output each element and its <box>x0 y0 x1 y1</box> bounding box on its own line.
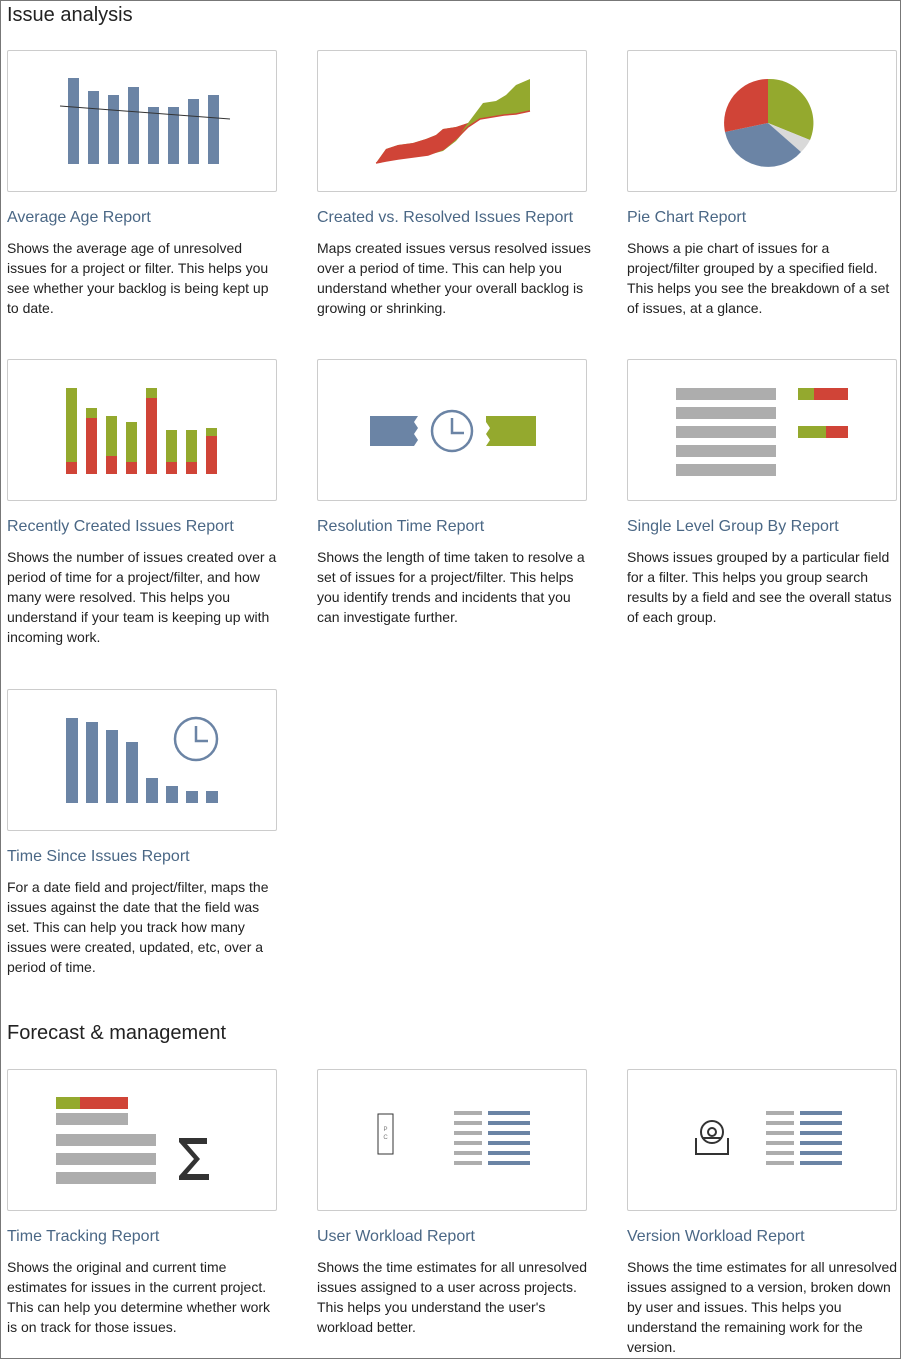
user-workload-icon: P C <box>377 1111 530 1165</box>
group-by-report-description: Shows issues grouped by a particular fie… <box>627 549 892 625</box>
section-title-forecast-management: Forecast & management <box>7 1022 226 1044</box>
time-since-report-description: For a date field and project/filter, map… <box>7 879 269 975</box>
report-card-created-vs-resolved: Created vs. Resolved Issues Report Maps … <box>317 50 591 318</box>
version-workload-report-link[interactable]: Version Workload Report <box>627 1228 805 1245</box>
report-card-average-age: Average Age Report Shows the average age… <box>7 50 277 318</box>
section-title-issue-analysis: Issue analysis <box>7 4 133 26</box>
pie-chart-report-description: Shows a pie chart of issues for a projec… <box>627 240 890 316</box>
user-workload-report-description: Shows the time estimates for all unresol… <box>317 1259 588 1335</box>
created-vs-resolved-report-link[interactable]: Created vs. Resolved Issues Report <box>317 209 574 226</box>
recently-created-chart-icon <box>66 388 217 474</box>
report-card-time-since: Time Since Issues Report For a date fiel… <box>7 689 277 977</box>
time-tracking-report-link[interactable]: Time Tracking Report <box>7 1228 160 1245</box>
time-tracking-thumbnail[interactable] <box>7 1069 277 1211</box>
report-card-version-workload: Version Workload Report Shows the time e… <box>627 1069 897 1357</box>
resolution-time-report-description: Shows the length of time taken to resolv… <box>317 549 585 625</box>
time-since-thumbnail[interactable] <box>7 689 277 831</box>
time-tracking-report-description: Shows the original and current time esti… <box>7 1259 271 1335</box>
created-vs-resolved-report-description: Maps created issues versus resolved issu… <box>317 240 591 316</box>
resolution-time-thumbnail[interactable] <box>317 359 587 501</box>
version-workload-thumbnail[interactable] <box>627 1069 897 1211</box>
average-age-chart-icon <box>59 78 231 164</box>
created-vs-resolved-chart-icon <box>375 79 531 164</box>
recently-created-thumbnail[interactable] <box>7 359 277 501</box>
user-workload-thumbnail[interactable]: P C <box>317 1069 587 1211</box>
report-card-recently-created: Recently Created Issues Report Shows the… <box>7 359 277 647</box>
user-workload-report-link[interactable]: User Workload Report <box>317 1228 475 1245</box>
recently-created-report-link[interactable]: Recently Created Issues Report <box>7 518 234 535</box>
version-workload-icon <box>695 1111 842 1165</box>
report-card-pie-chart: Pie Chart Report Shows a pie chart of is… <box>627 50 897 318</box>
resolution-time-report-link[interactable]: Resolution Time Report <box>317 518 485 535</box>
time-since-report-link[interactable]: Time Since Issues Report <box>7 848 190 865</box>
recently-created-report-description: Shows the number of issues created over … <box>7 549 277 645</box>
group-by-report-link[interactable]: Single Level Group By Report <box>627 518 839 535</box>
svg-text:C: C <box>383 1135 388 1141</box>
version-workload-report-description: Shows the time estimates for all unresol… <box>627 1259 898 1355</box>
report-card-resolution-time: Resolution Time Report Shows the length … <box>317 359 587 627</box>
report-card-time-tracking: Time Tracking Report Shows the original … <box>7 1069 277 1337</box>
pie-chart-icon <box>724 78 814 167</box>
average-age-thumbnail[interactable] <box>7 50 277 192</box>
svg-text:P: P <box>383 1127 387 1133</box>
average-age-report-description: Shows the average age of unresolved issu… <box>7 240 269 316</box>
time-tracking-icon <box>56 1097 209 1184</box>
pie-chart-thumbnail[interactable] <box>627 50 897 192</box>
report-card-group-by: Single Level Group By Report Shows issue… <box>627 359 897 627</box>
pie-chart-report-link[interactable]: Pie Chart Report <box>627 209 747 226</box>
resolution-time-icon <box>370 409 536 453</box>
group-by-thumbnail[interactable] <box>627 359 897 501</box>
report-card-user-workload: P C User Workload Report Shows the time … <box>317 1069 587 1337</box>
time-since-chart-icon <box>66 716 219 803</box>
created-vs-resolved-thumbnail[interactable] <box>317 50 587 192</box>
average-age-report-link[interactable]: Average Age Report <box>7 209 151 226</box>
group-by-icon <box>676 388 848 476</box>
